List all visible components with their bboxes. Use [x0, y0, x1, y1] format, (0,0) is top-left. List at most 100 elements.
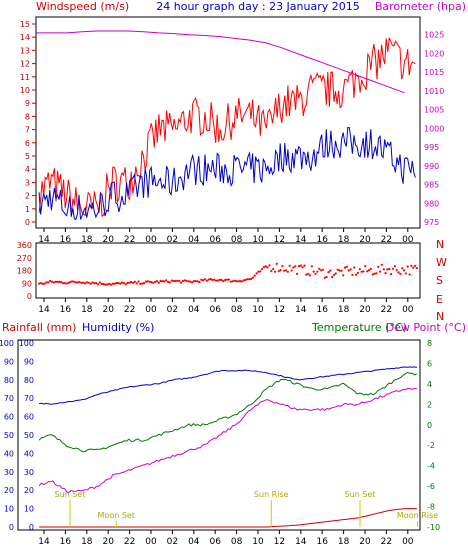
direction-point [198, 281, 201, 284]
windspeed-tick-label: 15 [20, 20, 30, 29]
direction-point [157, 281, 160, 284]
temperature-tick-label: -8 [427, 503, 435, 512]
direction-point [205, 279, 208, 282]
direction-x-tick-label: 20 [102, 305, 114, 315]
direction-point [200, 278, 203, 281]
sun-moon-label: Sun Set [55, 490, 86, 499]
barometer-tick-label: 995 [424, 143, 439, 152]
gust-series-line [38, 37, 416, 218]
direction-point [266, 266, 269, 269]
direction-point [126, 281, 129, 285]
climate-x-tick-label: 00 [402, 537, 414, 547]
wind-x-tick-label: 14 [38, 235, 50, 245]
direction-point [100, 282, 103, 286]
direction-point [351, 273, 354, 276]
humidity-tick-label: 70 [24, 394, 34, 403]
direction-point [414, 264, 417, 267]
windspeed-tick-label: 13 [20, 46, 30, 55]
temperature-tick-label: 2 [427, 400, 432, 409]
direction-point [168, 281, 171, 284]
direction-point [132, 281, 135, 284]
humidity-tick-label: 100 [19, 339, 34, 348]
climate-x-tick-label: 00 [145, 537, 157, 547]
compass-label: E [436, 293, 443, 306]
humidity-tick-label: 10 [24, 505, 34, 514]
rainfall-tick-label: 0 [9, 523, 14, 532]
direction-point [143, 281, 146, 285]
direction-point [178, 279, 181, 282]
direction-x-tick-label: 16 [60, 305, 72, 315]
direction-point [146, 280, 149, 283]
direction-point [226, 278, 229, 281]
direction-point [273, 270, 277, 273]
direction-x-tick-label: 22 [381, 305, 392, 315]
direction-point [172, 280, 175, 283]
direction-point [251, 276, 254, 279]
direction-point [402, 269, 406, 272]
direction-point [97, 283, 100, 286]
direction-point [52, 281, 55, 284]
sun-moon-label: Moon Rise [397, 511, 438, 520]
direction-point [301, 266, 304, 269]
direction-point [216, 279, 219, 282]
direction-point [50, 280, 54, 283]
direction-point [224, 278, 227, 282]
direction-x-tick-label: 10 [252, 305, 264, 315]
direction-x-tick-label: 06 [209, 305, 221, 315]
barometer-tick-label: 980 [424, 199, 439, 208]
windspeed-axis-label: Windspeed (m/s) [36, 0, 129, 13]
direction-point [275, 262, 278, 265]
direction-x-tick-label: 18 [338, 305, 350, 315]
wind-x-tick-label: 18 [338, 235, 350, 245]
direction-point [161, 280, 164, 283]
windspeed-series-line [38, 126, 416, 221]
direction-point [220, 278, 223, 282]
rainfall-axis-label: Rainfall (mm) [2, 321, 76, 334]
direction-point [41, 282, 44, 285]
direction-point [61, 282, 65, 285]
direction-point [174, 279, 177, 282]
direction-point [150, 281, 153, 284]
barometer-series-line [36, 30, 405, 94]
direction-point [321, 268, 324, 271]
windspeed-tick-label: 4 [25, 165, 30, 174]
direction-point [47, 281, 50, 284]
direction-point [85, 281, 89, 284]
direction-point [355, 273, 358, 276]
direction-point [102, 282, 105, 286]
direction-point [167, 280, 170, 283]
climate-x-tick-label: 04 [188, 537, 200, 547]
direction-point [362, 270, 365, 273]
direction-panel-frame [35, 242, 421, 299]
wind-x-tick-label: 16 [316, 235, 328, 245]
direction-point [120, 281, 124, 284]
direction-point [135, 282, 138, 285]
direction-point [264, 265, 267, 268]
direction-point [364, 265, 367, 268]
direction-x-tick-label: 12 [274, 305, 285, 315]
direction-point [312, 270, 315, 273]
direction-point [415, 267, 418, 270]
sun-moon-label: Sun Rise [254, 490, 289, 499]
direction-point [187, 280, 190, 283]
direction-point [270, 270, 273, 273]
direction-point [43, 282, 46, 285]
direction-point [218, 278, 221, 281]
direction-point [38, 282, 41, 285]
direction-point [342, 274, 345, 277]
direction-point [382, 268, 385, 271]
sun-moon-label: Sun Set [345, 490, 376, 499]
wind-x-tick-label: 22 [124, 235, 135, 245]
direction-point [191, 281, 194, 284]
climate-x-tick-label: 14 [38, 537, 50, 547]
wind-x-tick-label: 08 [231, 235, 243, 245]
direction-x-tick-label: 04 [188, 305, 200, 315]
direction-point [238, 280, 242, 283]
direction-x-tick-label: 08 [231, 305, 243, 315]
direction-point [366, 270, 369, 273]
direction-point [397, 271, 400, 274]
direction-point [272, 267, 275, 271]
temperature-tick-label: -10 [427, 523, 440, 532]
